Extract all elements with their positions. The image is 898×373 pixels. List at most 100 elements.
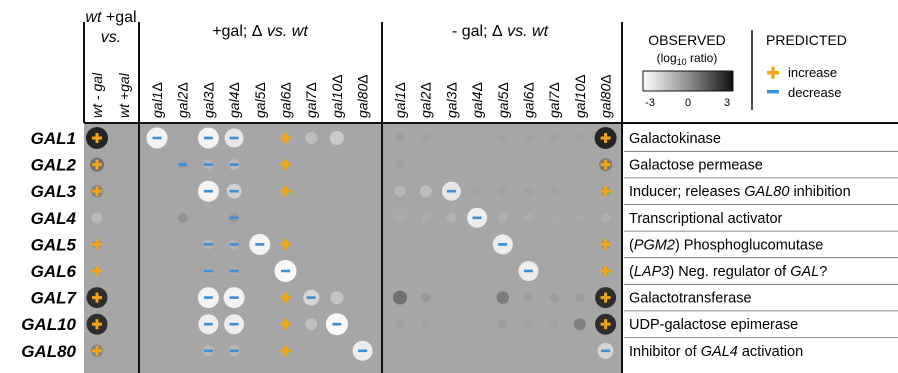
heatmap-cell xyxy=(498,319,508,329)
predicted-decrease-marker xyxy=(472,216,482,220)
gene-description: Inducer; releases GAL80 inhibition xyxy=(629,184,851,200)
heatmap-cell xyxy=(255,160,264,169)
heatmap-cell xyxy=(332,160,341,169)
heatmap-cell xyxy=(358,160,367,169)
predicted-decrease-marker xyxy=(229,189,239,193)
heatmap-cell xyxy=(358,134,367,142)
heatmap-cell xyxy=(255,267,264,275)
legend-decrease-label: decrease xyxy=(788,85,841,100)
heatmap-cell xyxy=(498,186,508,196)
heatmap-cell xyxy=(153,160,161,169)
predicted-decrease-marker xyxy=(446,189,456,193)
scale-tick-max: 3 xyxy=(724,97,730,109)
heatmap-cell xyxy=(575,160,584,169)
heatmap-cell xyxy=(421,319,430,329)
column-label: gal1Δ xyxy=(149,82,165,118)
gene-description: Inhibitor of GAL4 activation xyxy=(629,344,803,360)
heatmap-cell xyxy=(255,320,264,329)
heatmap-cell xyxy=(524,240,533,249)
column-label: gal5Δ xyxy=(252,82,268,118)
heatmap-cell xyxy=(549,186,559,196)
heatmap-cell xyxy=(395,319,405,329)
heatmap-cell xyxy=(420,292,431,303)
heatmap-cell xyxy=(120,240,128,249)
heatmap-cell xyxy=(549,133,559,143)
predicted-increase-marker xyxy=(600,319,611,330)
heatmap-cell xyxy=(358,240,367,249)
predicted-decrease-marker xyxy=(498,243,508,246)
predicted-decrease-marker xyxy=(332,322,342,326)
heatmap-cell xyxy=(120,320,128,329)
heatmap-cell xyxy=(524,319,533,329)
heatmap-cell xyxy=(575,213,585,223)
column-label: gal3Δ xyxy=(443,82,459,118)
heatmap-cell xyxy=(498,213,508,223)
heatmap-cell xyxy=(255,187,264,196)
heatmap-cell xyxy=(178,134,187,142)
heatmap-cell xyxy=(120,293,128,302)
heatmap-cell xyxy=(153,293,161,302)
heatmap-cell xyxy=(177,212,188,223)
predicted-decrease-marker xyxy=(203,269,213,273)
column-label: gal80Δ xyxy=(355,74,371,118)
column-label: gal2Δ xyxy=(175,82,191,118)
heatmap-cell xyxy=(575,346,584,355)
legend-observed: OBSERVED (log10 ratio) -3 0 3 xyxy=(642,32,734,109)
row-labels: GAL1 GAL2 GAL3 GAL4 GAL5 GAL6 GAL7 GAL10 GAL80 xyxy=(21,129,77,361)
gene-description: UDP-galactose epimerase xyxy=(629,317,798,333)
wt-group-line1: wt +gal xyxy=(85,9,136,26)
predicted-decrease-marker xyxy=(203,189,213,193)
gene-description: Galactokinase xyxy=(629,131,721,147)
column-label: gal3Δ xyxy=(200,82,216,118)
heatmap-cell xyxy=(575,133,585,143)
heatmap-cell xyxy=(178,346,187,355)
heatmap-cell xyxy=(549,213,559,223)
heatmap-cell xyxy=(473,293,482,302)
gene-label: GAL7 xyxy=(31,289,78,308)
heatmap-cell xyxy=(447,160,456,169)
column-label: gal7Δ xyxy=(303,82,319,118)
heatmap-cell xyxy=(473,134,482,142)
heatmap-cell xyxy=(550,240,559,249)
heatmap-cell xyxy=(305,132,318,144)
heatmap-cell xyxy=(153,320,161,329)
column-label: gal4Δ xyxy=(469,82,485,118)
predicted-decrease-marker xyxy=(601,349,611,353)
heatmap-cell xyxy=(255,134,264,142)
column-label: wt - gal xyxy=(89,72,105,118)
heatmap-cell xyxy=(524,293,533,303)
heatmap-cell xyxy=(120,213,128,222)
heatmap-cell xyxy=(307,213,316,222)
plus-gal-group-title: +gal; Δ vs. wt xyxy=(212,23,308,40)
column-label: gal6Δ xyxy=(521,82,537,118)
legend-increase-label: increase xyxy=(788,65,837,80)
heatmap-cell xyxy=(575,240,584,249)
heatmap-cell xyxy=(496,291,510,304)
heatmap-cell xyxy=(307,160,316,169)
heatmap-cell xyxy=(447,267,456,275)
predicted-increase-marker xyxy=(600,292,611,303)
heatmap-cell xyxy=(91,212,103,224)
heatmap-cell xyxy=(575,187,584,196)
heatmap-cell xyxy=(332,213,341,222)
predicted-decrease-marker xyxy=(178,163,188,166)
heatmap-cell xyxy=(305,318,318,331)
heatmap-cell xyxy=(575,267,584,275)
predicted-increase-marker xyxy=(600,186,611,197)
scale-tick-min: -3 xyxy=(645,97,655,109)
heatmap-cell xyxy=(446,212,457,223)
heatmap-cell xyxy=(255,346,264,355)
heatmap-cell xyxy=(307,267,316,275)
predicted-increase-marker xyxy=(280,186,291,197)
predicted-decrease-marker xyxy=(229,216,239,220)
gene-label: GAL3 xyxy=(31,182,77,201)
heatmap-cell xyxy=(178,187,187,196)
heatmap-cell xyxy=(358,320,367,329)
heatmap-cell xyxy=(332,346,341,355)
heatmap-cell xyxy=(600,213,611,223)
heatmap-cell xyxy=(421,346,430,355)
heatmap-cell xyxy=(307,240,316,249)
predicted-decrease-marker xyxy=(281,269,290,273)
heatmap-cell xyxy=(332,187,341,196)
column-label: gal10Δ xyxy=(329,74,345,118)
